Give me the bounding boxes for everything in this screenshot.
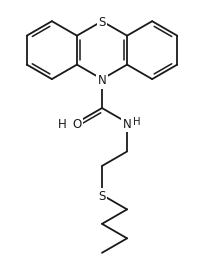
Text: H: H [133, 117, 141, 127]
Text: N: N [123, 118, 131, 130]
Text: O: O [72, 118, 82, 130]
Text: S: S [98, 16, 106, 29]
Text: N: N [98, 74, 106, 87]
Text: S: S [98, 190, 106, 203]
Text: H: H [58, 118, 67, 130]
